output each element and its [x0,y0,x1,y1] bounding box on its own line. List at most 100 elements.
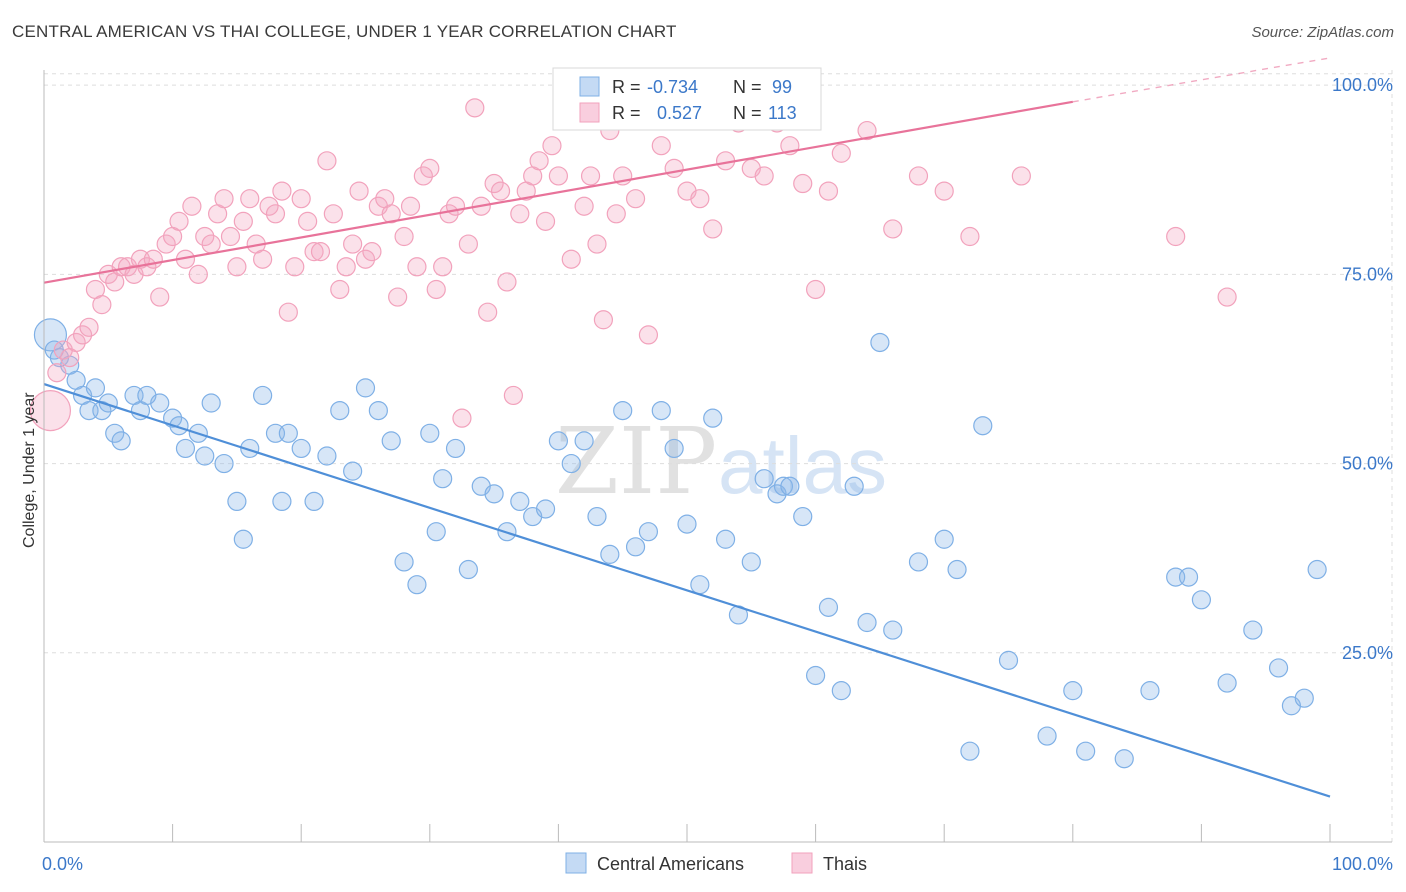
thais-point-72 [503,385,523,406]
thais-point-65 [458,234,478,254]
central-americans-point-89 [1178,567,1199,587]
thais-point-84 [593,310,614,330]
x-tick-label-0: 0.0% [42,854,83,874]
thais-point-55 [394,226,414,247]
thais-point-22 [182,196,202,216]
y-tick-label-75: 75.0% [1342,264,1393,284]
thais-point-50 [362,242,382,262]
thais-point-36 [272,181,292,201]
central-americans-point-64 [715,529,736,549]
central-americans-points [33,318,1327,769]
central-americans-point-7 [85,378,106,398]
thais-point-76 [529,151,549,171]
central-americans-point-28 [272,491,292,512]
legend-bottom-label-pink: Thais [823,854,867,874]
thais-point-77 [535,211,556,231]
trend-line-thais-extension [1072,57,1331,103]
central-americans-point-95 [1294,688,1314,708]
thais-point-8 [92,295,112,315]
thais-point-6 [79,317,99,337]
axes [43,70,1392,843]
thais-point-47 [343,234,363,254]
thais-point-109 [960,226,980,247]
central-americans-point-29 [278,423,298,443]
central-americans-point-23 [227,491,247,512]
central-americans-point-43 [445,438,466,459]
thais-point-28 [220,226,241,247]
central-americans-point-91 [1217,673,1237,693]
thais-point-39 [291,189,311,209]
thais-point-56 [400,196,421,216]
central-americans-point-26 [253,385,273,406]
legend-r-value-blue: -0.734 [647,77,698,97]
thais-point-18 [156,234,176,254]
central-americans-point-87 [1140,681,1160,701]
central-americans-point-34 [343,461,363,481]
central-americans-point-92 [1243,620,1263,640]
y-tick-label-50: 50.0% [1342,454,1393,474]
thais-point-58 [413,166,433,186]
central-americans-point-98 [1063,681,1083,701]
central-americans-point-97 [947,559,967,580]
thais-point-94 [703,219,723,239]
central-americans-point-36 [368,400,388,421]
thais-point-103 [818,181,839,201]
legend-n-label-blue: N = [733,77,762,97]
central-americans-point-42 [433,469,453,489]
thais-point-57 [407,257,427,277]
thais-point-81 [574,196,594,216]
y-tick-label-25: 25.0% [1342,643,1393,663]
central-americans-point-56 [613,400,633,421]
x-tick-label-100: 100.0% [1332,854,1393,874]
trend-lines [43,57,1331,798]
central-americans-point-11 [111,431,131,451]
thais-point-4 [66,332,86,353]
thais-point-61 [433,257,453,277]
thais-point-105 [857,120,877,141]
central-americans-point-96 [1307,559,1327,580]
central-americans-point-24 [233,529,253,549]
thais-point-25 [201,234,221,254]
thais-point-80 [561,249,581,269]
legend-r-value-pink: 0.527 [652,103,702,123]
legend-n-label-pink: N = [733,103,762,123]
central-americans-point-74 [831,681,851,701]
thais-point-48 [349,181,369,201]
central-americans-point-52 [561,453,581,474]
central-americans-point-17 [169,416,189,436]
legend-r-label-blue: R = [612,77,641,97]
central-americans-point-66 [741,552,761,572]
thais-point-86 [606,204,626,224]
thais-point-5 [72,325,93,345]
thais-point-89 [638,325,659,345]
central-americans-point-40 [420,423,440,443]
trend-line-central-americans [43,383,1331,798]
thais-point-70 [490,181,511,201]
thais-point-17 [150,287,170,307]
central-americans-point-41 [426,522,446,542]
legend-top-swatch-pink [579,102,600,123]
central-americans-point-55 [600,544,620,564]
chart-title: CENTRAL AMERICAN VS THAI COLLEGE, UNDER … [12,22,677,41]
central-americans-point-31 [304,491,324,512]
thais-point-53 [381,204,401,224]
central-americans-point-84 [1037,726,1057,746]
central-americans-point-37 [381,431,401,451]
thais-point-106 [883,219,903,239]
y-tick-labels: 25.0% 50.0% 75.0% 100.0% [1332,75,1393,663]
central-americans-point-85 [1076,741,1096,761]
central-americans-point-75 [844,476,864,496]
central-americans-point-25 [240,438,260,459]
thais-point-101 [793,173,813,194]
central-americans-point-54 [587,506,607,527]
legend-r-label-pink: R = [612,103,641,123]
central-americans-point-30 [291,438,311,459]
thais-point-23 [188,264,208,284]
central-americans-point-80 [934,529,954,549]
central-americans-point-53 [574,431,594,451]
thais-point-49 [355,249,376,269]
legend-bottom-swatch-pink [791,852,813,874]
thais-point-35 [265,204,286,224]
thais-point-38 [285,257,305,277]
thais-point-91 [664,158,684,178]
